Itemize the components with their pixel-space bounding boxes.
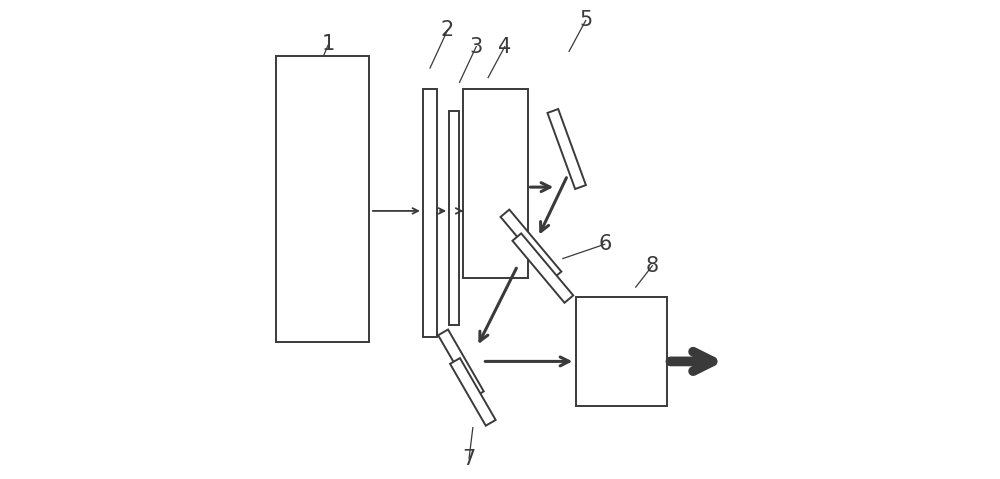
Text: 5: 5 (579, 11, 592, 31)
Polygon shape (501, 210, 561, 279)
Bar (576, 297, 667, 406)
Polygon shape (547, 109, 586, 189)
Bar (463, 90, 528, 278)
Text: 6: 6 (598, 234, 611, 254)
Bar (449, 111, 459, 325)
Bar (423, 90, 437, 337)
Text: 7: 7 (462, 448, 476, 468)
Text: 2: 2 (441, 20, 454, 40)
Text: 8: 8 (646, 256, 659, 276)
Text: 4: 4 (498, 36, 511, 57)
Text: 1: 1 (322, 34, 335, 54)
Polygon shape (512, 233, 573, 303)
Text: 3: 3 (470, 36, 483, 57)
Polygon shape (438, 330, 484, 397)
Polygon shape (450, 358, 496, 426)
Bar (276, 56, 369, 342)
